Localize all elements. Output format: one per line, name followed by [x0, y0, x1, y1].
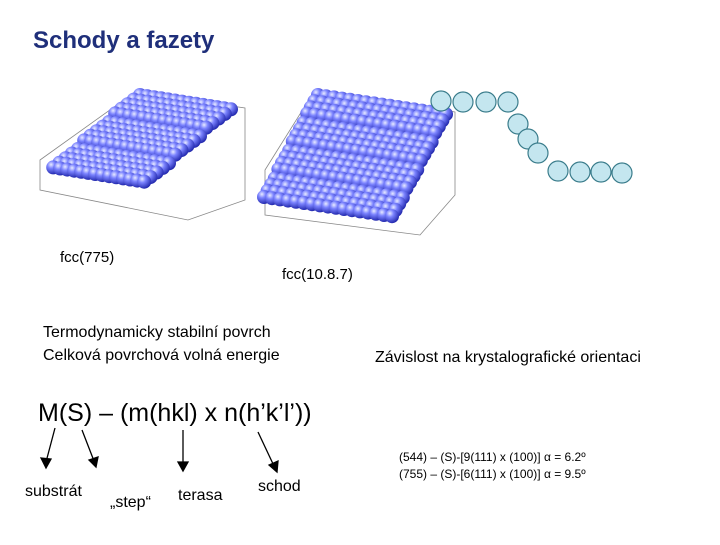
part-label: „step“ — [110, 494, 151, 511]
note: Závislost na krystalografické orientaci — [375, 349, 641, 366]
example: (544) – (S)-[9(111) x (100)] α = 6.2º — [399, 450, 586, 464]
chain-atom — [430, 90, 452, 112]
formula: M(S) – (m(hkl) x n(h’k’l’)) — [38, 399, 312, 427]
arrows — [39, 427, 279, 474]
title: Schody a fazety — [33, 27, 215, 54]
chain-atom — [507, 113, 529, 135]
label-left: fcc(775) — [60, 249, 114, 266]
note: Termodynamicky stabilní povrch — [43, 324, 271, 341]
part-label: terasa — [178, 487, 223, 504]
step-model — [430, 90, 633, 184]
chain-atom — [611, 162, 633, 184]
chain-atom — [547, 160, 569, 182]
crystal-images — [39, 88, 456, 236]
chain-atom — [452, 91, 474, 113]
note: Celková povrchová volná energie — [43, 347, 280, 364]
part-label: substrát — [25, 483, 82, 500]
label-right: fcc(10.8.7) — [282, 266, 353, 283]
chain-atom — [569, 161, 591, 183]
chain-atom — [590, 161, 612, 183]
atom — [385, 209, 399, 224]
example: (755) – (S)-[6(111) x (100)] α = 9.5º — [399, 467, 586, 481]
chain-atom — [475, 91, 497, 113]
chain-atom — [497, 91, 519, 113]
atom — [137, 174, 152, 189]
chain-atom — [527, 142, 549, 164]
part-label: schod — [258, 478, 301, 495]
